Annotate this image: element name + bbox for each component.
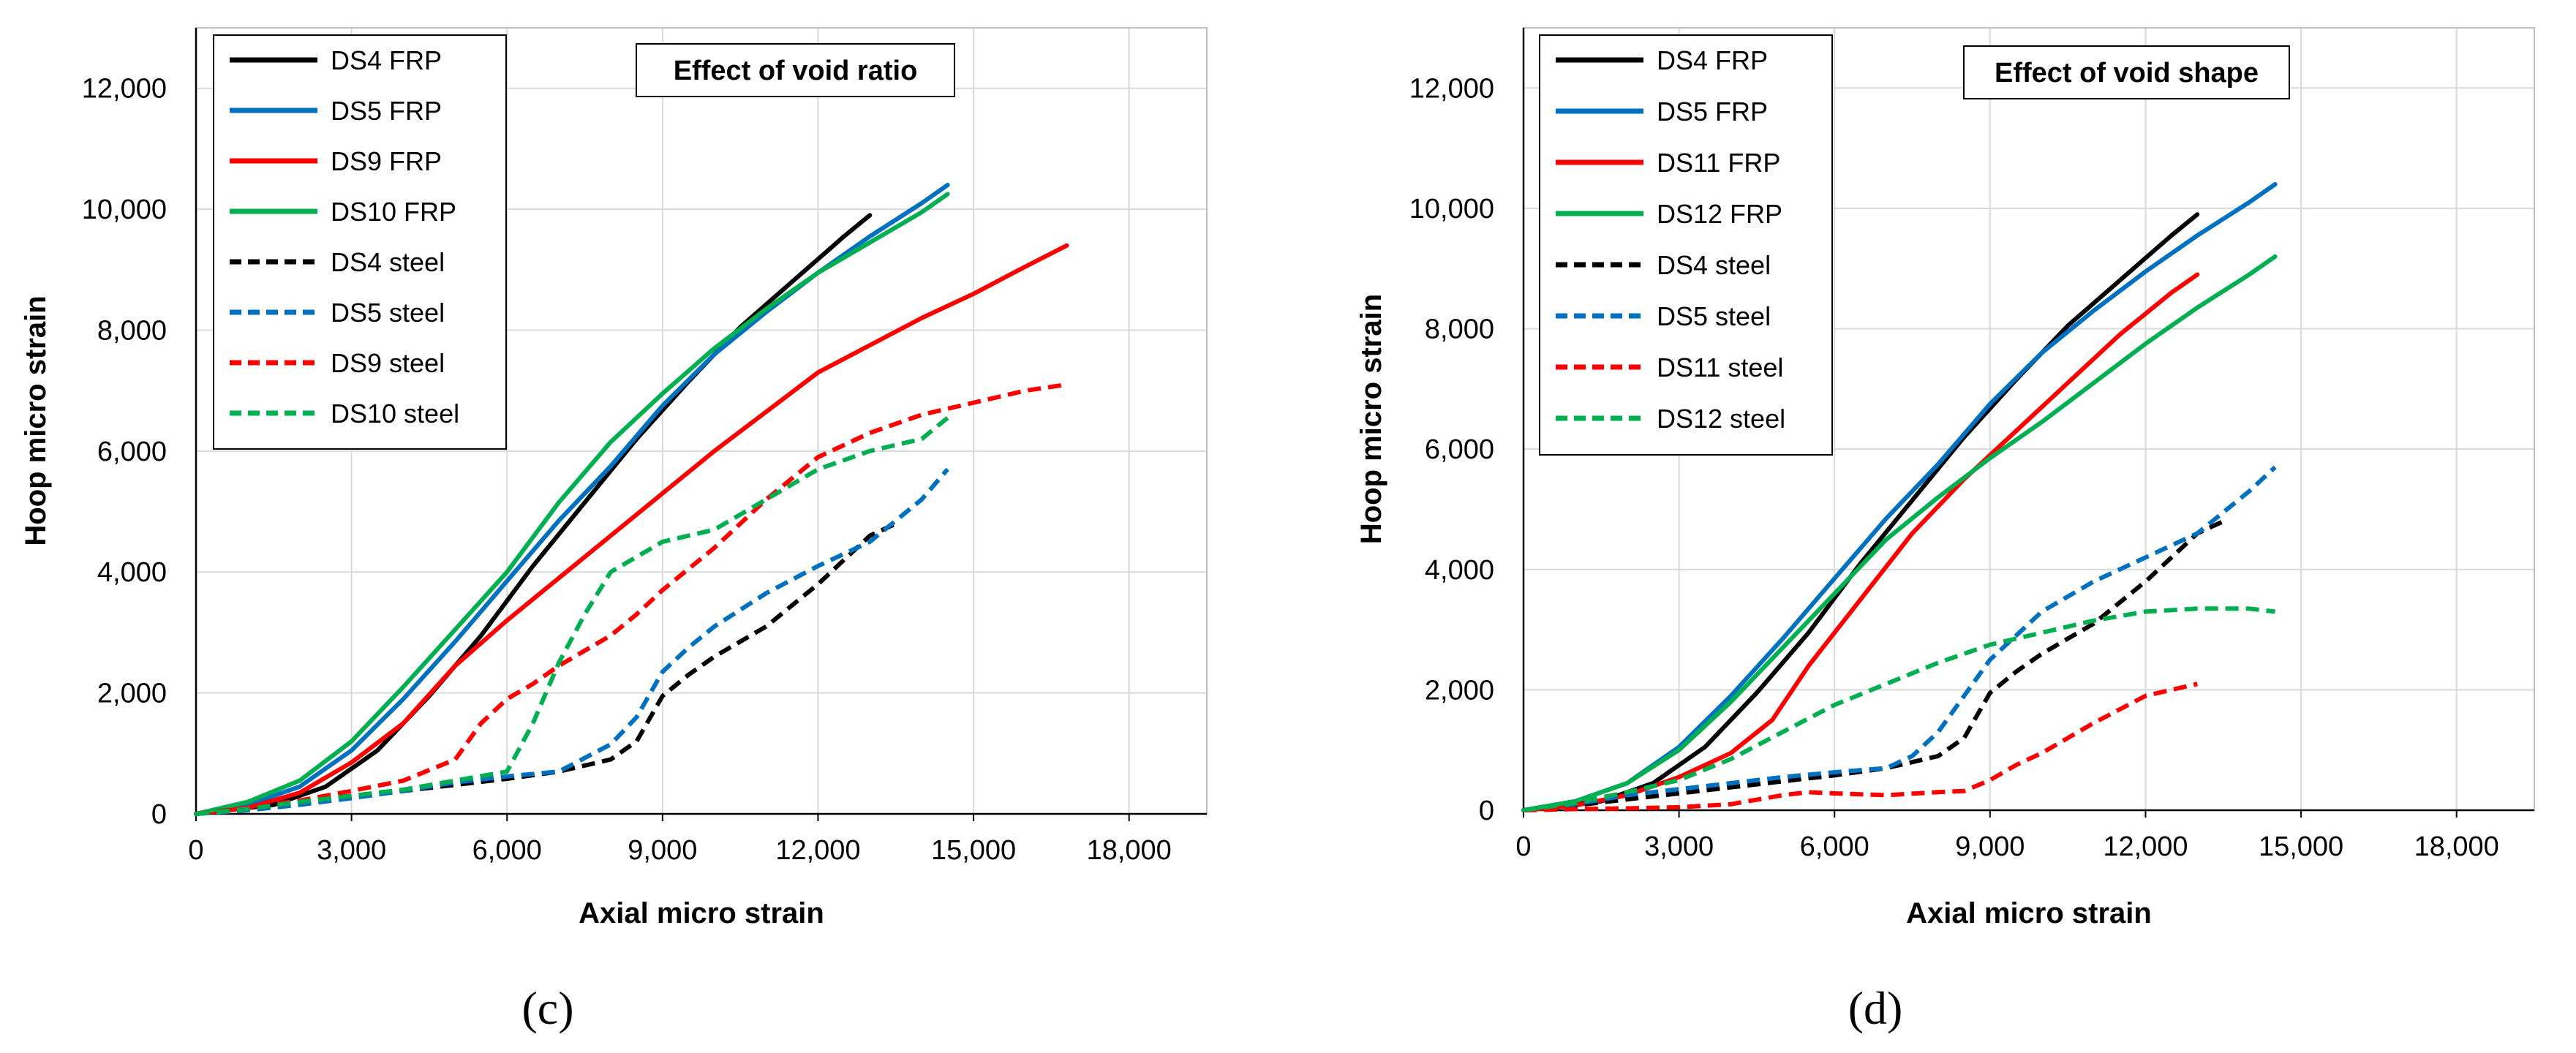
- y-tick-label: 6,000: [1425, 434, 1494, 465]
- y-tick-label: 12,000: [82, 74, 167, 105]
- x-tick-label: 12,000: [2103, 831, 2188, 862]
- y-tick-label: 0: [151, 799, 167, 830]
- y-tick-label: 4,000: [1425, 555, 1494, 586]
- legend-label: DS12 FRP: [1657, 199, 1782, 229]
- series-line-ds9-frp: [194, 243, 1069, 816]
- legend-label: DS10 steel: [331, 399, 459, 429]
- legend-label: DS4 FRP: [331, 45, 442, 75]
- x-tick-label: 3,000: [1644, 831, 1714, 862]
- x-tick-label: 12,000: [775, 835, 860, 866]
- legend-label: DS5 steel: [1657, 301, 1771, 331]
- x-tick-label: 15,000: [2259, 831, 2343, 862]
- legend-box: [1539, 34, 1833, 456]
- legend-label: DS5 steel: [331, 298, 445, 328]
- series-line-ds10-frp: [194, 192, 950, 816]
- y-axis-title: Hoop micro strain: [1355, 294, 1387, 544]
- x-axis-title: Axial micro strain: [579, 897, 824, 929]
- legend-label: DS5 FRP: [1657, 97, 1768, 127]
- panel-label: (d): [1848, 982, 1903, 1034]
- series-line-ds4-steel: [195, 521, 897, 816]
- x-tick-label: 9,000: [1955, 831, 2025, 862]
- legend-label: DS4 FRP: [1657, 45, 1768, 75]
- series-line-ds12-frp: [1521, 254, 2278, 812]
- x-tick-label: 18,000: [2414, 831, 2499, 862]
- legend-label: DS9 steel: [331, 348, 445, 378]
- legend-label: DS10 FRP: [331, 197, 456, 227]
- y-tick-label: 6,000: [97, 437, 167, 467]
- legend: DS4 FRP DS5 FRP DS9 FRP DS10 FRP DS4 steel DS…: [213, 34, 507, 450]
- series-line-ds4-frp: [194, 213, 873, 816]
- chart-title: Effect of void shape: [1995, 58, 2259, 88]
- x-tick-label: 0: [1515, 831, 1531, 862]
- series-line-ds11-frp: [1521, 272, 2200, 812]
- x-tick-label: 18,000: [1087, 835, 1172, 866]
- series-line-ds12-steel: [1523, 606, 2275, 812]
- legend-label: DS9 FRP: [331, 146, 442, 176]
- x-tick-label: 0: [188, 835, 203, 866]
- y-tick-label: 10,000: [1409, 194, 1494, 224]
- x-tick-label: 6,000: [1800, 831, 1869, 862]
- y-tick-label: 4,000: [97, 557, 167, 588]
- x-axis-title: Axial micro strain: [1906, 897, 2152, 929]
- series-line-ds4-steel: [1523, 519, 2225, 812]
- chart-panel-d: 0 3,000 6,000 9,000 12,000 15,000 18,000 0 2,000…: [1355, 27, 2535, 1034]
- x-tick-label: 3,000: [317, 835, 386, 866]
- y-axis-title: Hoop micro strain: [20, 295, 52, 546]
- x-tick-label: 15,000: [931, 835, 1016, 866]
- legend-box: [213, 34, 507, 450]
- y-tick-label: 12,000: [1409, 73, 1494, 104]
- y-tick-label: 8,000: [1425, 314, 1494, 345]
- legend-label: DS4 steel: [331, 247, 445, 277]
- series-line-ds5-steel: [195, 467, 949, 816]
- legend-label: DS12 steel: [1657, 404, 1785, 434]
- legend-label: DS4 steel: [1657, 250, 1771, 280]
- y-tick-label: 0: [1479, 796, 1494, 826]
- legend-label: DS11 FRP: [1657, 148, 1780, 178]
- series-line-ds9-steel: [195, 382, 1068, 816]
- annotation-box: [1963, 45, 2290, 99]
- legend-label: DS5 FRP: [331, 96, 442, 126]
- series-line-ds5-steel: [1523, 465, 2277, 812]
- y-tick-label: 2,000: [1425, 675, 1494, 706]
- y-tick-label: 10,000: [82, 195, 167, 225]
- legend: DS4 FRP DS5 FRP DS11 FRP DS12 FRP DS4 steel D…: [1539, 34, 1833, 456]
- y-tick-label: 8,000: [97, 315, 167, 346]
- x-tick-label: 9,000: [628, 835, 697, 866]
- series-line-ds10-steel: [195, 416, 949, 816]
- series-line-ds5-frp: [194, 183, 950, 816]
- x-tick-label: 6,000: [472, 835, 542, 866]
- series-line-ds4-frp: [1521, 212, 2200, 812]
- legend-label: DS11 steel: [1657, 352, 1783, 382]
- annotation-box: [636, 43, 955, 97]
- y-tick-label: 2,000: [97, 679, 167, 709]
- chart-panel-c: 0 3,000 6,000 9,000 12,000 15,000 18,000 0 2,000…: [20, 27, 1208, 1034]
- chart-title: Effect of void ratio: [674, 56, 918, 86]
- panel-label: (c): [521, 982, 573, 1034]
